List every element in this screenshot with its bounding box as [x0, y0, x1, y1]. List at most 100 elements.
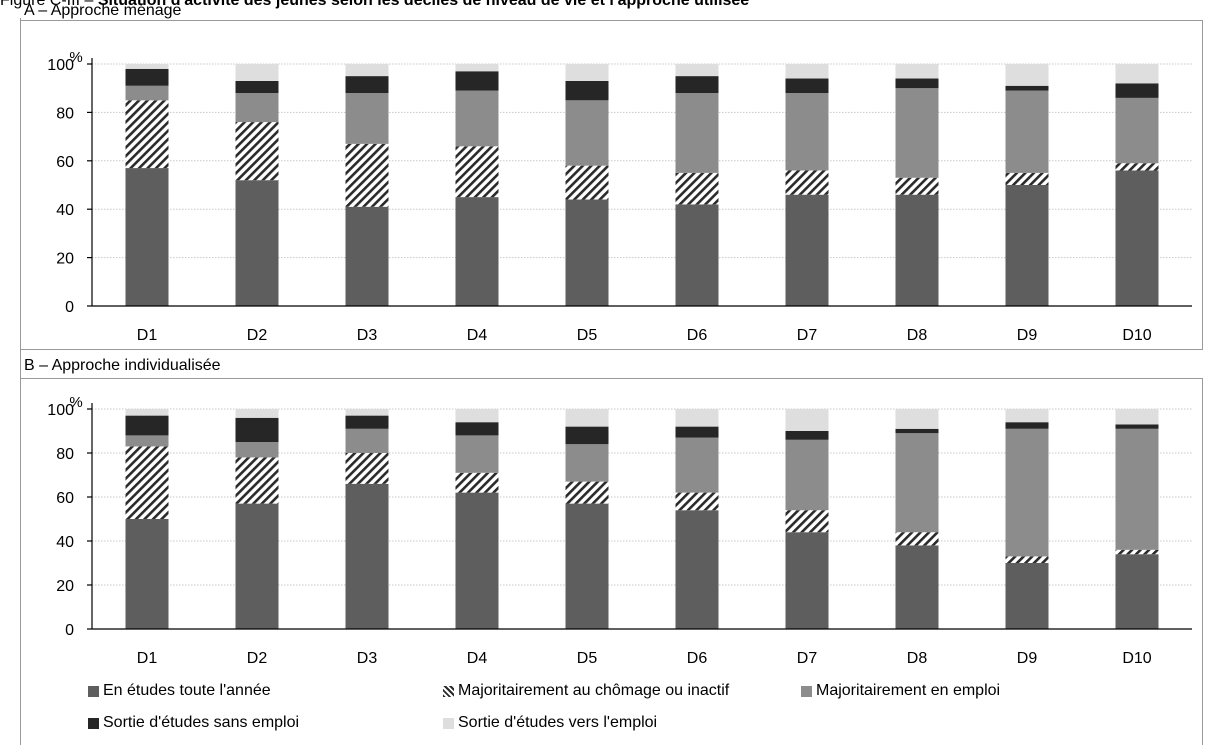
- legend-swatch-emploi: [801, 685, 812, 697]
- bar-segment-a-d6-etudes: [675, 204, 719, 306]
- bar-segment-a-d4-sortie-sans: [455, 71, 499, 91]
- bar-segment-b-d10-sortie-vers: [1115, 409, 1159, 425]
- legend-swatch-etudes: [88, 685, 99, 697]
- bar-segment-a-d5-sortie-sans: [565, 80, 609, 101]
- legend-item-chomage: Majoritairement au chômage ou inactif: [443, 680, 729, 702]
- x-tick-label-a-d3: D3: [357, 327, 378, 344]
- bar-segment-a-d7-sortie-sans: [785, 78, 829, 94]
- bar-segment-b-d2-emploi: [235, 442, 279, 458]
- y-tick-label-a-0: 0: [65, 299, 74, 316]
- bar-segment-a-d3-etudes: [345, 206, 389, 306]
- bar-segment-b-d9-sortie-sans: [1005, 422, 1049, 429]
- bar-segment-b-d1-etudes: [125, 519, 169, 629]
- y-tick-label-a-40: 40: [56, 202, 74, 219]
- x-tick-label-b-d6: D6: [687, 650, 708, 667]
- bar-segment-a-d9-chomage: [1005, 172, 1049, 185]
- x-tick-label-b-d5: D5: [577, 650, 598, 667]
- bar-segment-b-d3-chomage: [345, 453, 389, 484]
- bar-segment-b-d3-sortie-sans: [345, 415, 389, 429]
- bar-segment-a-d10-etudes: [1115, 170, 1159, 306]
- bar-segment-b-d4-sortie-sans: [455, 422, 499, 436]
- y-tick-label-b-100: 100: [47, 402, 74, 419]
- bar-segment-b-d1-emploi: [125, 435, 169, 447]
- x-tick-label-a-d8: D8: [907, 327, 928, 344]
- y-tick-label-b-20: 20: [56, 578, 74, 595]
- bar-segment-a-d2-chomage: [235, 122, 279, 181]
- x-tick-label-a-d1: D1: [137, 327, 158, 344]
- bar-segment-b-d2-sortie-sans: [235, 417, 279, 442]
- bar-segment-b-d1-sortie-sans: [125, 415, 169, 436]
- legend: En études toute l'année Majoritairement …: [88, 680, 1188, 744]
- bar-segment-b-d7-emploi: [785, 439, 829, 511]
- bar-segment-b-d5-etudes: [565, 503, 609, 629]
- bar-segment-a-d3-sortie-vers: [345, 64, 389, 77]
- bar-segment-b-d1-sortie-vers: [125, 409, 169, 416]
- x-tick-label-b-d7: D7: [797, 650, 818, 667]
- bar-segment-b-d10-etudes: [1115, 554, 1159, 629]
- bar-segment-a-d8-sortie-vers: [895, 64, 939, 79]
- bar-segment-a-d5-etudes: [565, 199, 609, 306]
- bar-segment-a-d7-etudes: [785, 194, 829, 306]
- bar-segment-a-d4-chomage: [455, 146, 499, 198]
- bar-segment-a-d2-etudes: [235, 180, 279, 306]
- bar-segment-b-d5-sortie-sans: [565, 426, 609, 445]
- y-tick-label-b-40: 40: [56, 534, 74, 551]
- bar-segment-b-d6-sortie-vers: [675, 409, 719, 427]
- bar-segment-b-d10-sortie-sans: [1115, 424, 1159, 429]
- bar-segment-b-d7-sortie-vers: [785, 409, 829, 431]
- bar-segment-a-d7-sortie-vers: [785, 64, 829, 79]
- bar-segment-a-d4-sortie-vers: [455, 64, 499, 72]
- bar-segment-b-d7-etudes: [785, 532, 829, 629]
- bar-segment-b-d9-chomage: [1005, 556, 1049, 563]
- bar-segment-b-d9-emploi: [1005, 428, 1049, 557]
- bar-segment-b-d4-emploi: [455, 435, 499, 473]
- x-tick-label-b-d8: D8: [907, 650, 928, 667]
- bar-segment-a-d9-emploi: [1005, 90, 1049, 173]
- bar-segment-b-d6-etudes: [675, 510, 719, 629]
- bar-segment-b-d9-sortie-vers: [1005, 409, 1049, 423]
- bar-segment-a-d1-chomage: [125, 100, 169, 169]
- x-tick-label-a-d2: D2: [247, 327, 268, 344]
- bar-segment-a-d3-emploi: [345, 93, 389, 144]
- bar-segment-b-d8-sortie-vers: [895, 409, 939, 429]
- panel-a-label: A – Approche ménage: [24, 2, 182, 19]
- figure-title-prefix: Figure C-III –: [0, 0, 98, 9]
- bar-segment-a-d5-sortie-vers: [565, 64, 609, 81]
- bar-segment-b-d10-emploi: [1115, 428, 1159, 550]
- legend-swatch-sortie-vers: [443, 717, 454, 729]
- legend-label-emploi: Majoritairement en emploi: [816, 682, 1001, 699]
- chart-panel-b: 0 20 40 60 80 100% D1 D2 D3 D4 D5 D6 D7 D8 D9 D10: [47, 394, 1192, 667]
- legend-label-etudes: En études toute l'année: [103, 682, 271, 699]
- x-tick-label-a-d9: D9: [1017, 327, 1038, 344]
- bar-segment-a-d1-etudes: [125, 168, 169, 306]
- y-unit-label-b: %: [69, 394, 82, 411]
- bar-segment-b-d8-chomage: [895, 532, 939, 546]
- bar-segment-a-d3-sortie-sans: [345, 76, 389, 94]
- bar-segment-b-d3-etudes: [345, 483, 389, 629]
- bar-segment-a-d9-sortie-vers: [1005, 64, 1049, 86]
- bar-segment-b-d2-etudes: [235, 503, 279, 629]
- bar-segment-b-d2-chomage: [235, 457, 279, 504]
- bar-segment-b-d3-sortie-vers: [345, 409, 389, 416]
- legend-swatch-sortie-sans: [88, 717, 99, 729]
- y-tick-label-a-100: 100: [47, 57, 74, 74]
- x-tick-label-a-d4: D4: [467, 327, 488, 344]
- bar-segment-a-d10-sortie-vers: [1115, 64, 1159, 84]
- bar-segment-b-d6-chomage: [675, 492, 719, 511]
- bar-segment-a-d9-sortie-sans: [1005, 85, 1049, 91]
- x-tick-label-a-d10: D10: [1122, 327, 1151, 344]
- bar-segment-a-d5-chomage: [565, 165, 609, 200]
- legend-label-sortie-vers: Sortie d'études vers l'emploi: [458, 714, 658, 731]
- legend-label-chomage: Majoritairement au chômage ou inactif: [458, 682, 730, 699]
- bar-segment-b-d5-chomage: [565, 481, 609, 504]
- bar-segment-b-d8-sortie-sans: [895, 428, 939, 434]
- bar-segment-a-d4-emploi: [455, 90, 499, 147]
- bar-segment-a-d1-sortie-sans: [125, 68, 169, 86]
- bar-segment-a-d1-emploi: [125, 85, 169, 101]
- bar-segment-a-d6-sortie-vers: [675, 64, 719, 77]
- bar-segment-a-d9-etudes: [1005, 185, 1049, 306]
- y-unit-label-a: %: [69, 49, 82, 66]
- x-tick-label-b-d1: D1: [137, 650, 158, 667]
- bar-segment-b-d6-emploi: [675, 437, 719, 493]
- bar-segment-a-d2-sortie-sans: [235, 80, 279, 94]
